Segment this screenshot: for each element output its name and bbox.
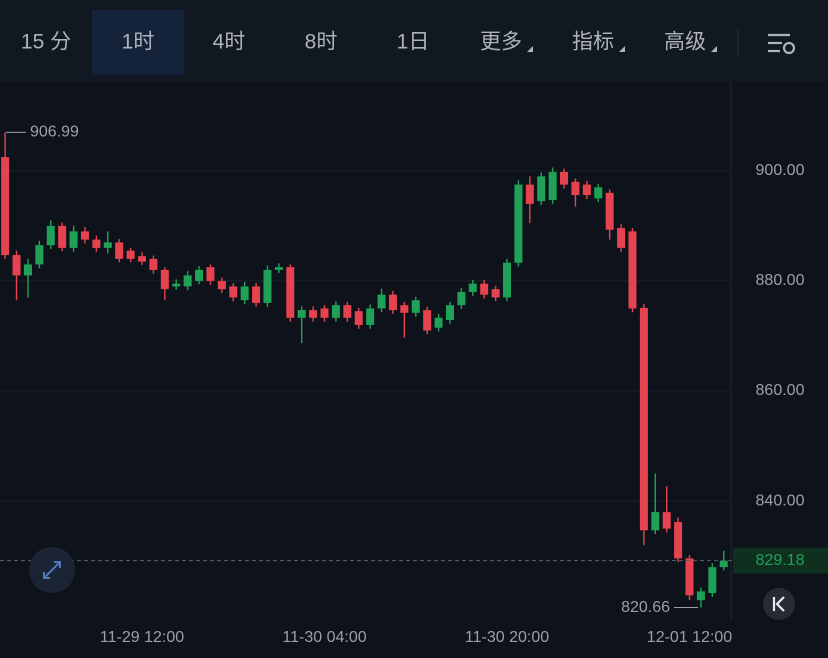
candle-body bbox=[628, 231, 637, 309]
candle-body bbox=[1, 157, 10, 256]
candle-body bbox=[445, 305, 454, 320]
candle-body bbox=[696, 591, 705, 601]
candle-body bbox=[400, 305, 409, 313]
candle-body bbox=[411, 300, 420, 313]
tab[interactable]: 15 分 bbox=[21, 31, 71, 54]
candle-body bbox=[651, 512, 660, 531]
candle-body bbox=[46, 225, 55, 246]
candle-body bbox=[92, 239, 101, 248]
x-tick-label: 11-29 12:00 bbox=[100, 629, 184, 646]
candle-body bbox=[719, 560, 728, 568]
candle-body bbox=[252, 286, 261, 303]
candle-body bbox=[138, 256, 147, 262]
candle-body bbox=[80, 231, 89, 240]
candle-body bbox=[343, 305, 352, 318]
y-tick-label: 840.00 bbox=[756, 492, 805, 509]
candle-body bbox=[12, 255, 21, 276]
candle-body bbox=[537, 176, 546, 202]
candle-body bbox=[708, 567, 717, 594]
x-tick-label: 11-30 20:00 bbox=[465, 629, 549, 646]
candle-body bbox=[331, 305, 340, 318]
tab[interactable]: 8时 bbox=[305, 31, 338, 54]
max-label: 906.99 bbox=[30, 124, 79, 141]
dropdown-caret bbox=[711, 46, 717, 52]
candle-body bbox=[457, 291, 466, 306]
candle-body bbox=[582, 184, 591, 196]
candle-body bbox=[605, 192, 614, 230]
candle-body bbox=[560, 171, 569, 185]
tab[interactable]: 高级 bbox=[664, 31, 706, 54]
candle-body bbox=[639, 307, 648, 531]
candle-body bbox=[434, 317, 443, 328]
candle-body bbox=[617, 228, 626, 248]
candle-body bbox=[423, 310, 432, 331]
min-label: 820.66 bbox=[621, 599, 670, 616]
candle-body bbox=[149, 258, 158, 270]
last-price-box bbox=[733, 547, 828, 574]
candle-body bbox=[354, 311, 363, 325]
candle-body bbox=[685, 558, 694, 596]
candle-body bbox=[69, 231, 78, 248]
candle-body bbox=[297, 310, 306, 318]
tab-highlight bbox=[92, 10, 184, 75]
dropdown-caret bbox=[619, 46, 625, 52]
candle-body bbox=[229, 286, 238, 298]
candle-body bbox=[160, 269, 169, 290]
candle-body bbox=[548, 171, 557, 200]
tab[interactable]: 4时 bbox=[213, 31, 246, 54]
candle-body bbox=[503, 262, 512, 298]
candle-body bbox=[58, 225, 67, 248]
dropdown-caret bbox=[527, 46, 533, 52]
candle-body bbox=[491, 289, 500, 298]
last-price-label: 829.18 bbox=[756, 552, 805, 569]
candle-body bbox=[480, 283, 489, 295]
tab[interactable]: 1时 bbox=[122, 31, 155, 54]
candle-body bbox=[35, 245, 44, 265]
x-tick-label: 11-30 04:00 bbox=[282, 629, 366, 646]
candle-body bbox=[274, 267, 283, 270]
candle-body bbox=[263, 269, 272, 303]
candle-body bbox=[468, 283, 477, 292]
y-tick-label: 900.00 bbox=[756, 162, 805, 179]
candle-body bbox=[525, 184, 534, 204]
candle-body bbox=[366, 308, 375, 325]
candle-body bbox=[674, 522, 683, 559]
candle-body bbox=[217, 280, 226, 290]
candle-body bbox=[115, 242, 124, 259]
back-button[interactable] bbox=[763, 588, 795, 620]
candle-body bbox=[172, 283, 181, 287]
candle-body bbox=[103, 242, 112, 248]
candle-body bbox=[309, 310, 318, 318]
candle-body bbox=[571, 181, 580, 196]
y-tick-label: 880.00 bbox=[756, 272, 805, 289]
candle-body bbox=[286, 267, 295, 318]
candle-body bbox=[240, 286, 249, 301]
candle-body bbox=[195, 269, 204, 281]
y-tick-label: 860.00 bbox=[756, 382, 805, 399]
tab[interactable]: 更多 bbox=[480, 31, 522, 54]
candle-body bbox=[206, 267, 215, 281]
candle-body bbox=[662, 512, 671, 529]
candle-body bbox=[126, 250, 135, 259]
tab[interactable]: 指标 bbox=[572, 31, 614, 54]
settings-icon[interactable] bbox=[768, 33, 796, 55]
candle-body bbox=[320, 308, 329, 318]
candle-body bbox=[377, 294, 386, 309]
candle-body bbox=[183, 275, 192, 287]
candle-body bbox=[23, 264, 32, 276]
candle-body bbox=[388, 294, 397, 311]
tab[interactable]: 1日 bbox=[397, 31, 430, 54]
x-tick-label: 12-01 12:00 bbox=[647, 629, 733, 646]
candle-body bbox=[514, 184, 523, 263]
expand-button[interactable] bbox=[29, 547, 75, 593]
candle-body bbox=[594, 187, 603, 199]
